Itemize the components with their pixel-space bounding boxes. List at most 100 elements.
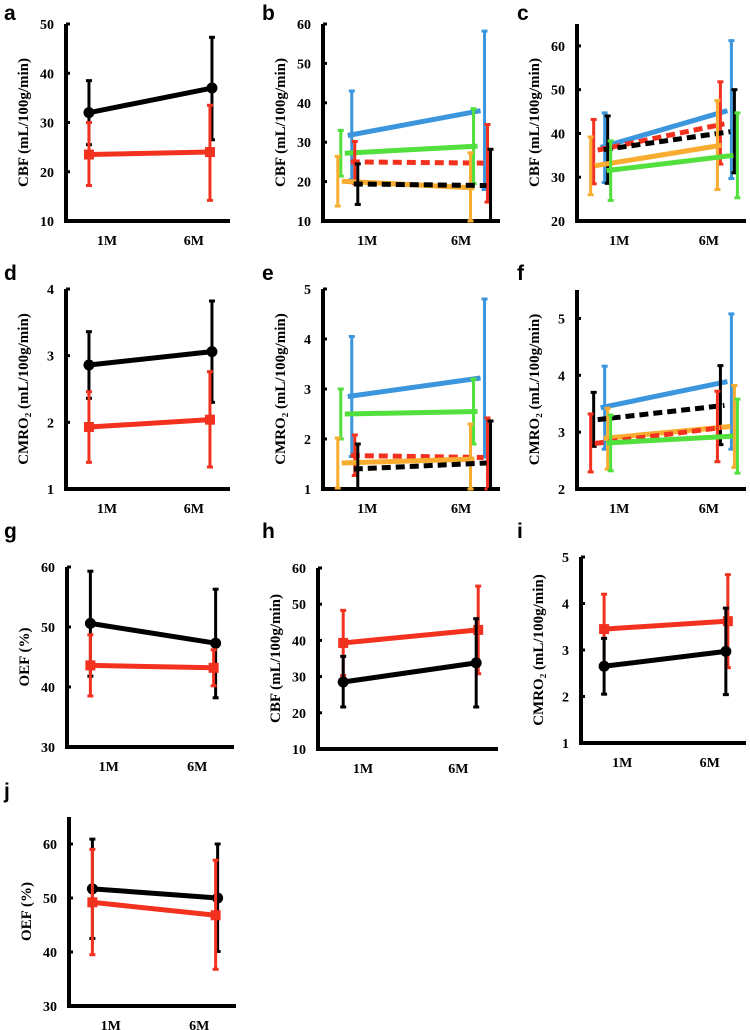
y-tick-label: 40	[40, 67, 54, 82]
y-axis-title: OEF (%)	[17, 627, 33, 686]
y-tick-label: 20	[40, 166, 54, 181]
panel-f: f 2 3 4 5 CMRO₂ (mL/100g/min) 1M 6M	[517, 262, 746, 517]
y-axis-title: CBF (mL/100g/min)	[16, 58, 32, 187]
y-tick-label: 40	[292, 634, 306, 649]
data-point	[204, 414, 215, 425]
y-axis-title: CMRO₂ (mL/100g/min)	[273, 313, 289, 465]
series-line	[594, 142, 722, 169]
y-tick-label: 4	[558, 369, 565, 384]
panel-b: b 10 20 30 40 50 60 CBF (mL/100g/min) 1M 6M	[262, 2, 500, 249]
series-red-solid	[338, 584, 484, 678]
y-tick-label: 60	[292, 562, 306, 577]
x-tick-label: 1M	[612, 756, 632, 771]
y-tick-label: 30	[551, 171, 565, 186]
y-tick-label: 5	[304, 283, 311, 298]
y-axis-title: CBF (mL/100g/min)	[527, 58, 543, 187]
y-tick-label: 2	[304, 433, 311, 448]
series-line	[603, 618, 729, 632]
series-line	[88, 149, 211, 158]
panel-e: e 1 2 3 4 5 CMRO₂ (mL/100g/min) 1M 6M	[262, 262, 500, 517]
data-point	[85, 660, 96, 671]
y-tick-label: 40	[41, 681, 55, 696]
data-point	[210, 910, 221, 921]
data-point	[206, 82, 218, 94]
y-tick-label: 3	[562, 644, 569, 659]
x-tick-label: 1M	[97, 502, 117, 517]
series-line	[603, 648, 727, 669]
series-line	[88, 85, 213, 116]
data-point	[720, 645, 732, 657]
series-black-solid	[86, 837, 224, 953]
y-tick-label: 30	[43, 1000, 57, 1015]
y-tick-label: 4	[47, 283, 54, 298]
data-point	[722, 616, 733, 627]
x-tick-label: 6M	[448, 762, 468, 777]
panel-label: f	[517, 262, 525, 285]
data-point	[470, 657, 482, 669]
panel-h: h 10 20 30 40 50 60 CBF (mL/100g/min) 1M 6M	[262, 520, 498, 777]
panel-label: j	[3, 780, 10, 803]
x-tick-label: 1M	[97, 234, 117, 249]
series-black-solid	[84, 569, 222, 700]
panel-label: e	[262, 262, 274, 285]
x-tick-label: 1M	[99, 760, 119, 775]
x-tick-label: 6M	[187, 760, 207, 775]
y-tick-label: 40	[43, 946, 57, 961]
y-tick-label: 50	[551, 84, 565, 99]
y-tick-label: 50	[40, 18, 54, 33]
data-point	[204, 147, 215, 158]
y-tick-label: 60	[551, 40, 565, 55]
series-black-dashed	[353, 147, 494, 223]
x-tick-label: 1M	[357, 234, 377, 249]
series-line	[600, 379, 728, 411]
x-tick-label: 6M	[700, 756, 720, 771]
y-tick-label: 30	[297, 136, 311, 151]
data-point	[84, 617, 96, 629]
data-point	[598, 660, 610, 672]
x-tick-label: 1M	[353, 762, 373, 777]
series-line	[344, 409, 478, 417]
y-tick-label: 10	[40, 215, 54, 230]
series-line	[353, 181, 487, 189]
series-line	[90, 662, 214, 671]
series-blue-solid	[347, 297, 488, 459]
x-tick-label: 6M	[699, 234, 719, 249]
y-tick-label: 4	[304, 333, 311, 348]
series-line	[597, 402, 725, 423]
y-tick-label: 50	[41, 621, 55, 636]
series-line	[353, 460, 487, 472]
y-tick-label: 40	[297, 97, 311, 112]
series-line	[342, 627, 479, 646]
panel-label: b	[262, 2, 275, 25]
y-tick-label: 20	[551, 215, 565, 230]
x-tick-label: 1M	[609, 234, 629, 249]
y-tick-label: 40	[551, 127, 565, 142]
x-tick-label: 6M	[189, 1019, 209, 1030]
panel-a: a 10 20 30 40 50 CBF (mL/100g/min) 1M 6M	[4, 2, 230, 249]
panel-i: i 1 2 3 4 5 CMRO₂ (mL/100g/min) 1M 6M	[517, 520, 746, 771]
y-tick-label: 3	[47, 350, 54, 365]
series-line	[344, 143, 478, 156]
y-tick-label: 5	[562, 551, 569, 566]
series-black-solid	[337, 617, 482, 709]
y-tick-label: 20	[297, 176, 311, 191]
series-line	[342, 660, 477, 685]
y-tick-label: 60	[43, 838, 57, 853]
series-line	[88, 417, 211, 430]
y-tick-label: 2	[558, 483, 565, 498]
y-tick-label: 50	[297, 57, 311, 72]
x-tick-label: 1M	[609, 502, 629, 517]
x-tick-label: 6M	[451, 502, 471, 517]
x-tick-label: 6M	[451, 234, 471, 249]
y-axis-title: CBF (mL/100g/min)	[268, 594, 284, 723]
y-axis-title: CBF (mL/100g/min)	[273, 58, 289, 187]
series-green-solid	[606, 397, 741, 475]
y-axis-title: CMRO₂ (mL/100g/min)	[531, 574, 547, 726]
data-point	[210, 637, 222, 649]
y-tick-label: 60	[41, 561, 55, 576]
y-tick-label: 1	[562, 737, 569, 752]
y-tick-label: 30	[40, 117, 54, 132]
y-tick-label: 30	[292, 671, 306, 686]
panel-j: j 30 40 50 60 OEF (%) 1M 6M	[3, 780, 236, 1030]
series-black-solid	[598, 606, 732, 697]
